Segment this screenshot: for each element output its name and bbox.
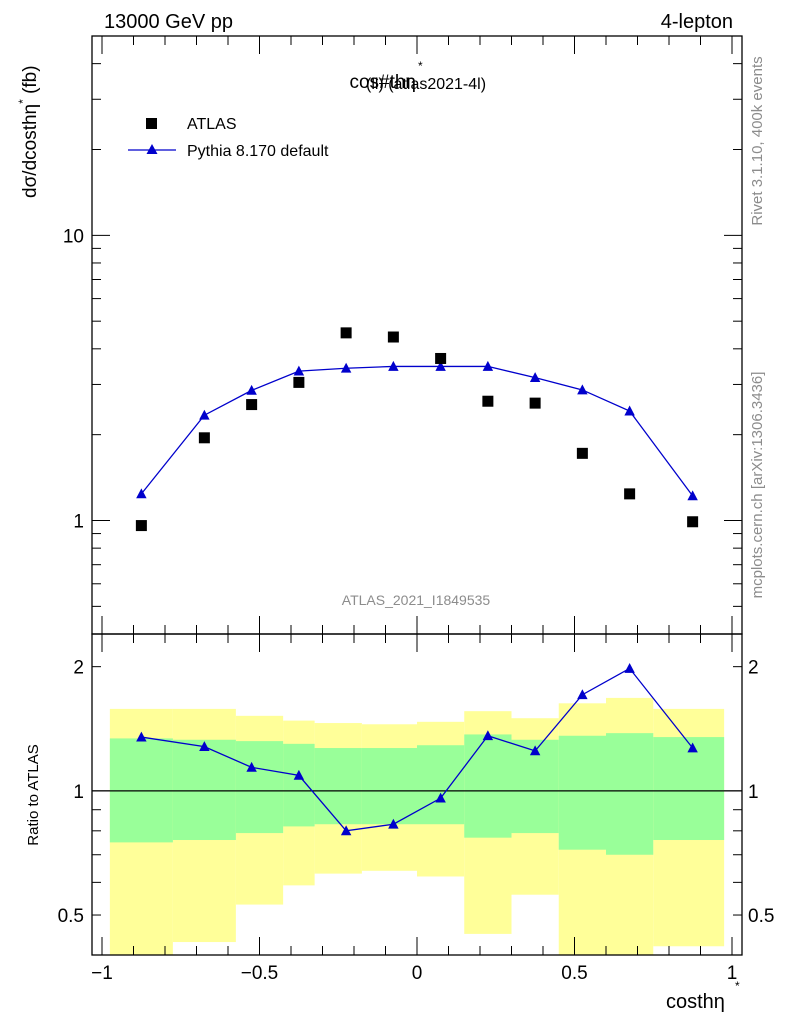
pythia-point <box>435 360 446 371</box>
svg-text:dσ/dcosthη* (fb): dσ/dcosthη* (fb) <box>16 65 41 198</box>
atlas-point <box>576 447 588 459</box>
pythia-line <box>140 365 694 497</box>
analysis-label: ATLAS_2021_I1849535 <box>342 592 491 608</box>
ratio-point <box>199 741 210 752</box>
main-plot-axes: 1 10 <box>63 35 743 635</box>
pythia-point <box>388 360 399 371</box>
plot-title-sub: (ll) (atlas2021-4l) <box>366 76 486 93</box>
x-tick-label: 0 <box>412 963 423 984</box>
ratio-point <box>435 792 446 803</box>
pythia-point <box>293 365 305 376</box>
atlas-point <box>135 520 147 532</box>
ratio-y-axis-label: Ratio to ATLAS <box>25 744 42 845</box>
x-tick-label: 0.5 <box>561 963 587 984</box>
ratio-y-tick-label: 1 <box>73 782 84 803</box>
legend: ATLAS Pythia 8.170 default <box>128 116 329 160</box>
ratio-point <box>136 731 147 742</box>
rivet-label: Rivet 3.1.10, 400k events <box>749 56 766 225</box>
inner-band-bin <box>417 745 465 825</box>
main-plot-panel: 1 10 cos#thη * (ll) (atlas2021-4l) ATLAS … <box>16 35 743 635</box>
ratio-point <box>482 730 494 741</box>
header-left: 13000 GeV pp <box>104 11 233 33</box>
inner-band-bin <box>606 733 654 855</box>
ratio-point <box>246 761 257 772</box>
main-plot-content <box>135 327 699 532</box>
pythia-point <box>624 405 635 416</box>
pythia-point <box>687 490 698 501</box>
pythia-point <box>482 360 494 371</box>
atlas-point <box>435 352 447 364</box>
atlas-point <box>293 376 305 388</box>
pythia-point <box>246 384 257 395</box>
ratio-point <box>529 745 541 756</box>
inner-band-bin <box>653 737 725 841</box>
ratio-plot-panel: 0.5 1 2 0.5 1 2 −1 −0.5 0 0.5 1 Ratio to ATLAS cos… <box>25 633 774 1013</box>
inner-band-bin <box>235 741 284 834</box>
pythia-point <box>199 409 210 420</box>
main-ylabel-sup: * <box>16 99 30 104</box>
ratio-plot-axes: 0.5 1 2 0.5 1 2 −1 −0.5 0 0.5 1 <box>58 633 774 984</box>
ratio-point <box>577 689 588 700</box>
ratio-point <box>624 662 635 673</box>
atlas-point <box>624 488 636 500</box>
main-ylabel-tail: (fb) <box>20 65 41 99</box>
ratio-y-tick-label: 2 <box>73 658 84 679</box>
x-tick-label: −1 <box>91 963 113 984</box>
legend-atlas-label: ATLAS <box>187 116 237 133</box>
x-axis-label: costhη * <box>666 979 740 1013</box>
ratio-y-tick-label: 0.5 <box>58 906 84 927</box>
xlabel-sup: * <box>735 979 740 993</box>
ratio-series-line <box>141 667 694 832</box>
pythia-point <box>577 384 588 395</box>
pythia-point <box>529 372 541 383</box>
atlas-point <box>340 327 352 339</box>
atlas-point <box>387 331 399 343</box>
inner-band-bin <box>172 739 236 841</box>
header-right: 4-lepton <box>661 11 733 33</box>
ratio-point <box>388 818 399 829</box>
inner-band-bin <box>511 739 559 834</box>
inner-band-bin <box>314 748 362 825</box>
legend-atlas-marker <box>146 118 157 129</box>
legend-pythia-label: Pythia 8.170 default <box>187 143 329 160</box>
mcplots-label: mcplots.cern.ch [arXiv:1306.3436] <box>749 372 766 599</box>
atlas-point <box>482 395 494 407</box>
ratio-point <box>340 825 352 836</box>
plot-title-sup: * <box>418 59 423 73</box>
x-tick-label: 1 <box>727 963 738 984</box>
main-y-tick-label: 1 <box>73 512 84 533</box>
atlas-point <box>246 399 258 411</box>
x-tick-label: −0.5 <box>241 963 279 984</box>
inner-band-bin <box>558 735 606 850</box>
atlas-point <box>687 516 699 528</box>
main-y-axis-label: dσ/dcosthη* (fb) <box>16 65 41 198</box>
ratio-y-tick-label-right: 0.5 <box>748 906 774 927</box>
ratio-point <box>687 742 698 753</box>
atlas-point <box>529 397 541 409</box>
plot-title-main: cos#thη <box>349 72 416 93</box>
xlabel-main: costhη <box>666 991 725 1013</box>
ratio-plot-content <box>92 662 742 955</box>
pythia-point <box>136 488 147 499</box>
ratio-point <box>293 769 305 780</box>
inner-band-bin <box>464 734 512 838</box>
pythia-point <box>340 362 352 373</box>
inner-band-bin <box>283 743 315 827</box>
inner-band-bin <box>361 748 417 825</box>
ratio-y-tick-label-right: 2 <box>748 658 759 679</box>
atlas-point <box>198 432 210 444</box>
main-y-tick-label: 10 <box>63 226 84 247</box>
ratio-y-tick-label-right: 1 <box>748 782 759 803</box>
main-ylabel-main: dσ/dcosthη <box>20 104 41 198</box>
legend-pythia-marker <box>146 144 158 154</box>
